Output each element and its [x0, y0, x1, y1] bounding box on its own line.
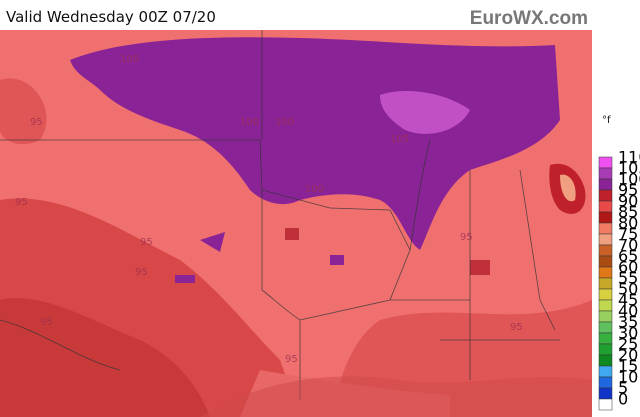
legend-label: 40 — [618, 302, 638, 321]
legend-swatch — [598, 211, 613, 224]
contour-label: 95 — [510, 322, 523, 333]
contour-label: 95 — [140, 237, 153, 248]
legend-swatch — [598, 233, 613, 246]
contour-label: 100 — [240, 117, 259, 128]
legend-label: 45 — [618, 291, 638, 310]
legend-swatch — [598, 222, 613, 235]
legend-label: 10 — [618, 368, 638, 387]
legend-label: 35 — [618, 313, 638, 332]
legend-swatch — [598, 266, 613, 279]
contour-label: 95 — [40, 317, 53, 328]
legend-label: 110 — [618, 148, 640, 167]
legend: 1101051009590858075706560555045403530252… — [598, 148, 640, 411]
legend-label: 20 — [618, 346, 638, 365]
contour-label: 95 — [30, 117, 43, 128]
legend-label: 15 — [618, 357, 638, 376]
contour-label: 105 — [390, 134, 409, 145]
legend-label: 55 — [618, 269, 638, 288]
valid-time: Valid Wednesday 00Z 07/20 — [6, 8, 216, 26]
legend-swatch — [598, 310, 613, 323]
legend-swatch — [598, 277, 613, 290]
header-bar — [0, 0, 640, 30]
legend-swatch — [598, 387, 613, 400]
contour-label: 95 — [15, 197, 28, 208]
legend-label: 105 — [618, 159, 640, 178]
legend-swatch — [598, 398, 613, 411]
legend-label: 60 — [618, 258, 638, 277]
brand: EuroWX.com — [470, 8, 588, 29]
legend-label: 80 — [618, 214, 638, 233]
legend-swatch — [598, 354, 613, 367]
legend-swatch — [598, 288, 613, 301]
legend-swatch — [598, 156, 613, 169]
legend-swatch — [598, 321, 613, 334]
legend-label: 90 — [618, 192, 638, 211]
legend-label: 95 — [618, 181, 638, 200]
legend-label: 75 — [618, 225, 638, 244]
legend-label: 25 — [618, 335, 638, 354]
legend-unit: °f — [602, 115, 611, 126]
legend-swatch — [598, 332, 613, 345]
legend-swatch — [598, 376, 613, 389]
legend-label: 70 — [618, 236, 638, 255]
legend-swatch — [598, 167, 613, 180]
legend-label: 5 — [618, 379, 628, 398]
legend-swatch — [598, 189, 613, 202]
contour-label: 100 — [305, 184, 324, 195]
contour-labels: 100 100 100 95 95 95 95 100 105 95 95 95 95 — [15, 54, 523, 365]
contour-label: 95 — [285, 354, 298, 365]
contour-label: 95 — [460, 232, 473, 243]
legend-swatch — [598, 343, 613, 356]
legend-label: 30 — [618, 324, 638, 343]
contour-label: 95 — [135, 267, 148, 278]
legend-swatch — [598, 200, 613, 213]
map — [0, 30, 592, 417]
legend-label: 85 — [618, 203, 638, 222]
legend-swatch — [598, 299, 613, 312]
legend-label: 65 — [618, 247, 638, 266]
legend-label: 0 — [618, 390, 628, 409]
legend-swatch — [598, 178, 613, 191]
legend-label: 50 — [618, 280, 638, 299]
legend-label: 100 — [618, 170, 640, 189]
contour-label: 100 — [275, 117, 294, 128]
legend-swatch — [598, 244, 613, 257]
legend-swatch — [598, 365, 613, 378]
contour-label: 100 — [120, 54, 139, 65]
legend-swatch — [598, 255, 613, 268]
